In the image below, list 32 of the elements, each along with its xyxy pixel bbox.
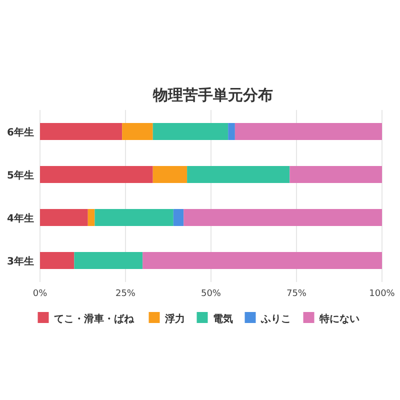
legend-label: てこ・滑車・ばね: [54, 313, 135, 325]
y-tick-label: 3年生: [7, 256, 34, 268]
legend-label: 特にない: [318, 313, 360, 325]
bar: [40, 166, 153, 183]
bar: [40, 209, 88, 226]
y-tick-label: 4年生: [7, 212, 34, 224]
bar: [290, 166, 382, 183]
bar: [152, 123, 228, 140]
bar: [228, 123, 235, 140]
y-tick-label: 5年生: [7, 170, 34, 182]
bar: [187, 166, 290, 183]
legend-label: 浮力: [164, 313, 185, 325]
bar: [74, 252, 143, 269]
x-tick-label: 0%: [32, 289, 48, 299]
bar: [40, 123, 122, 140]
bar: [94, 209, 174, 226]
bar: [184, 209, 382, 226]
bar: [40, 252, 74, 269]
bar: [122, 123, 153, 140]
bar: [88, 209, 95, 226]
legend-label: 電気: [212, 313, 233, 325]
y-tick-label: 6年生: [7, 126, 34, 138]
bar: [234, 123, 382, 140]
bar: [142, 252, 382, 269]
bar: [152, 166, 188, 183]
chart-title: 物理苦手単元分布: [152, 86, 273, 104]
x-tick-label: 75%: [286, 289, 307, 299]
x-tick-label: 100%: [369, 289, 396, 299]
bar: [173, 209, 184, 226]
legend-label: ふりこ: [260, 314, 291, 325]
x-tick-label: 25%: [115, 289, 136, 299]
x-tick-label: 50%: [200, 289, 222, 299]
